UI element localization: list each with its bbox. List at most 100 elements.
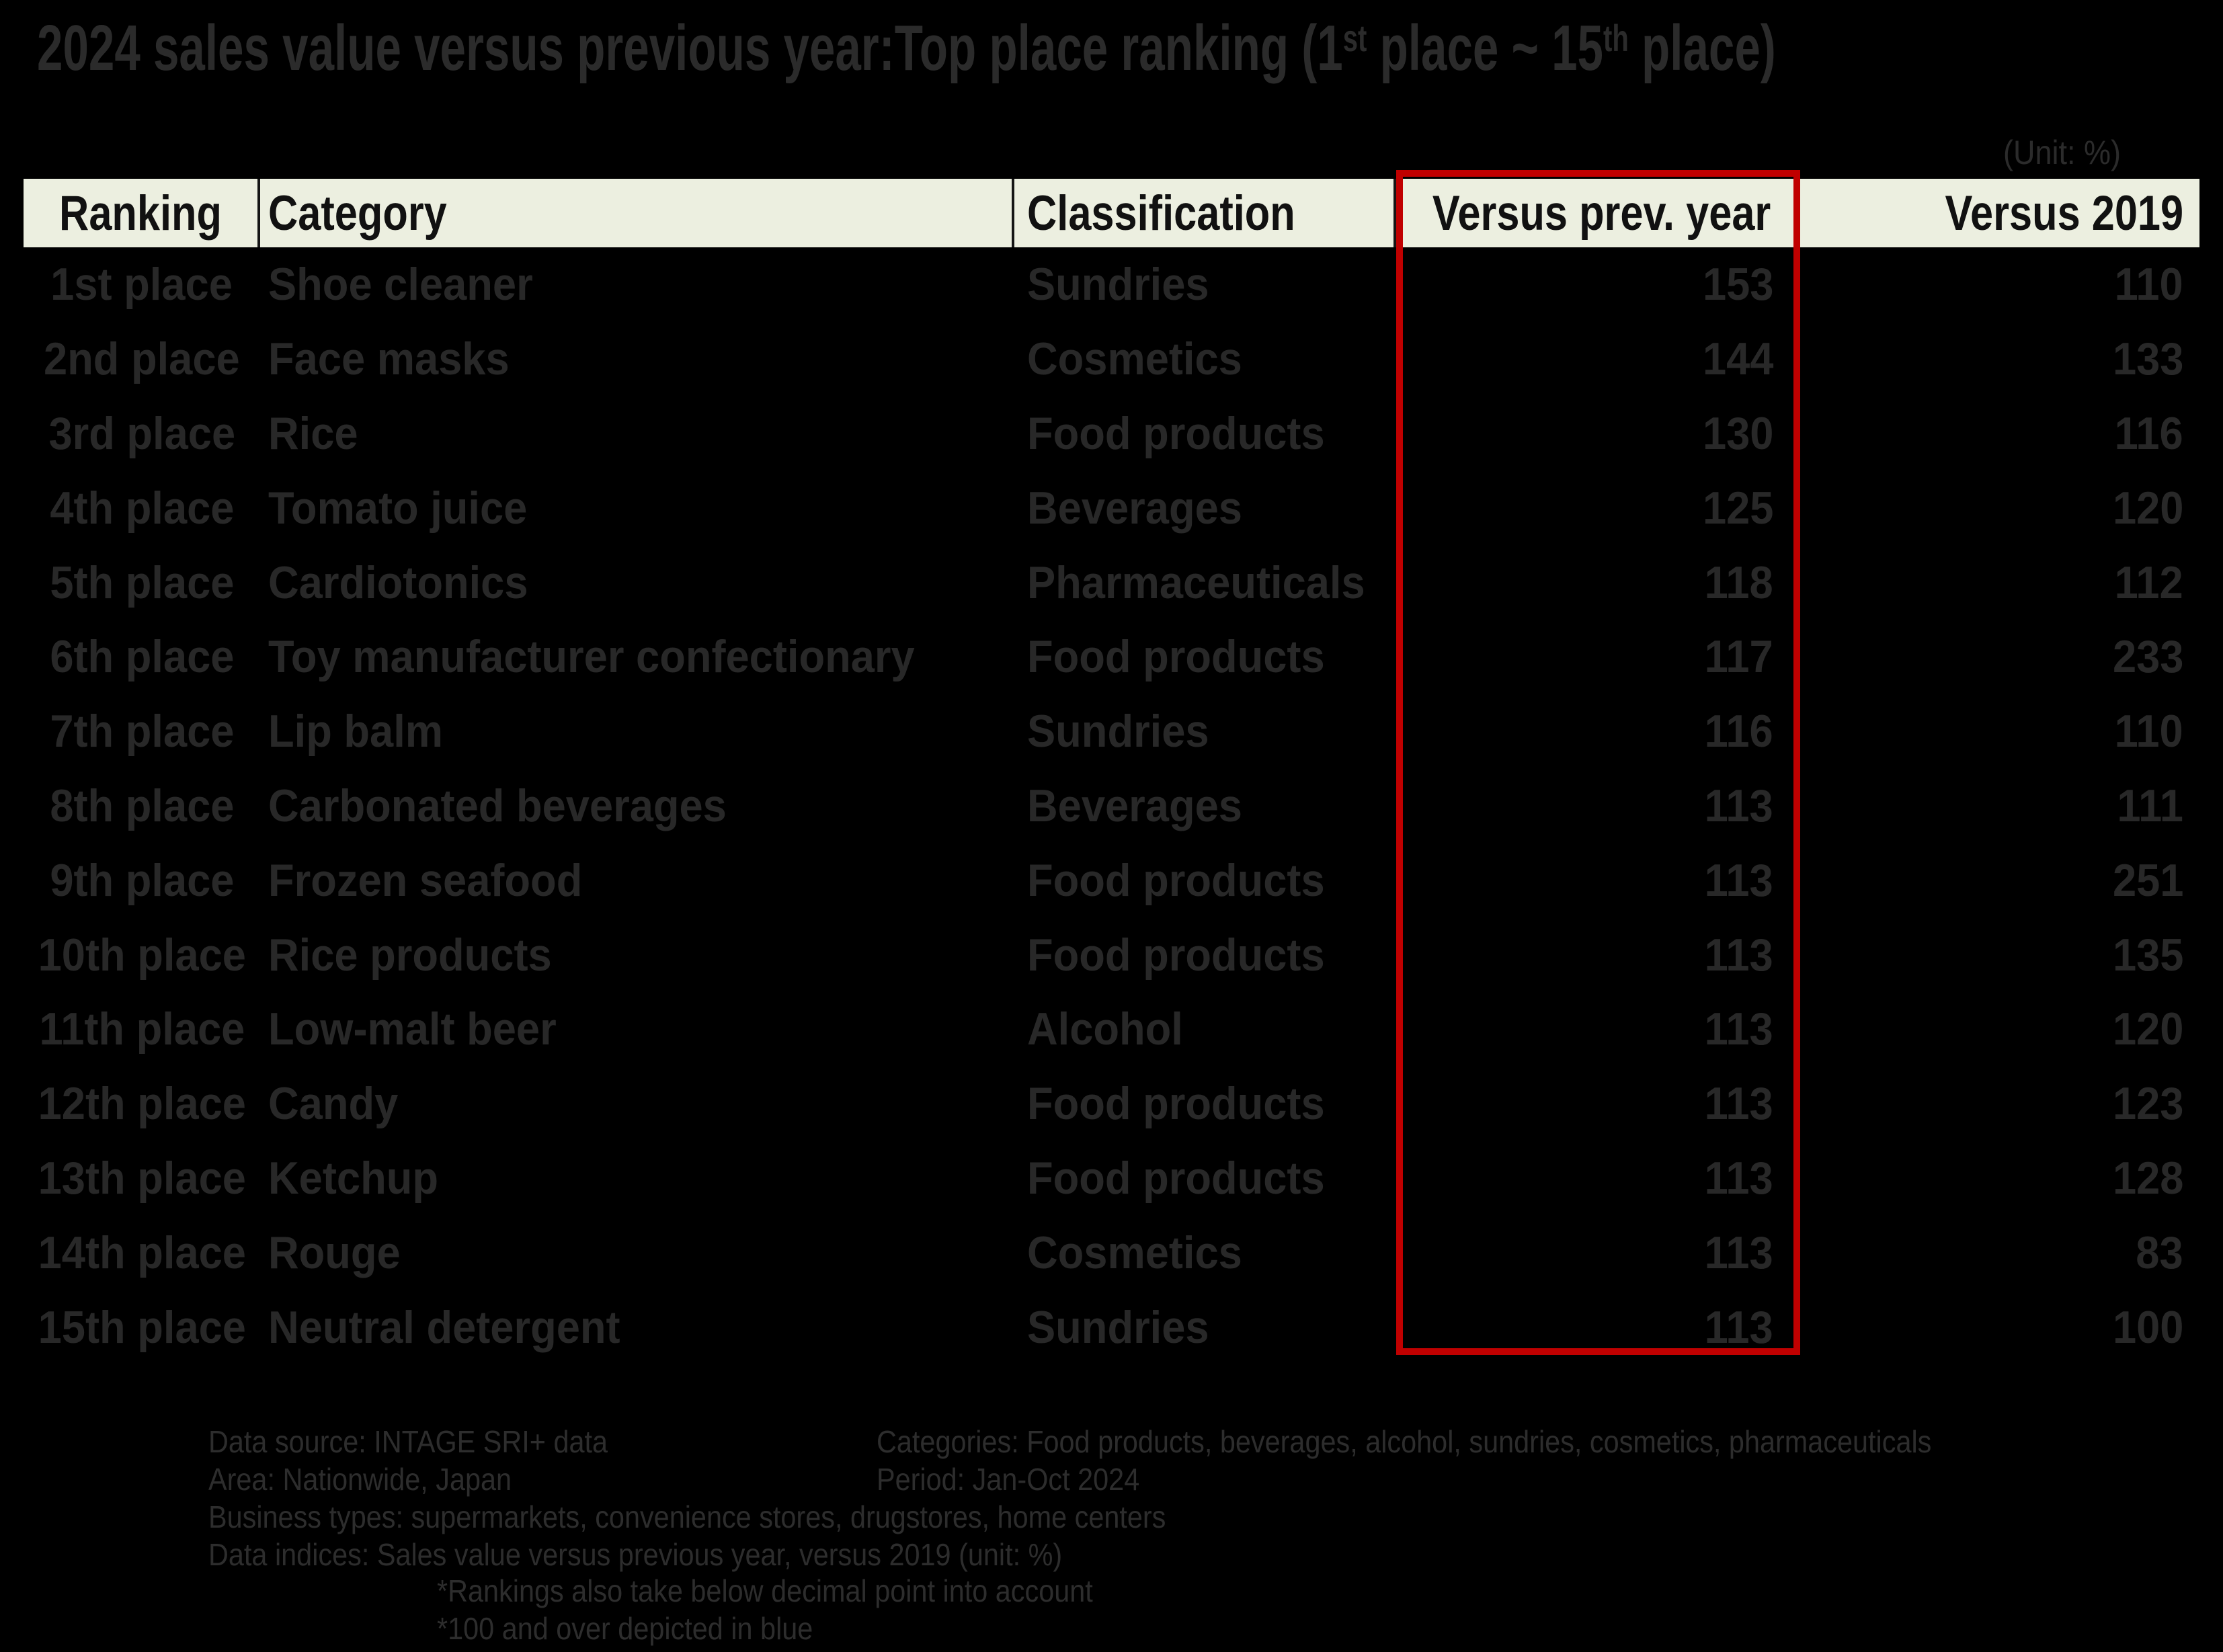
title-superscript-th: th	[1603, 17, 1629, 60]
cell-classification: Cosmetics	[1014, 322, 1396, 397]
cell-text: Toy manufacturer confectionary	[268, 631, 915, 683]
cell-versus-prev-year: 113	[1396, 1290, 1800, 1364]
ranking-table: Ranking Category Classification Versus p…	[24, 179, 2199, 1364]
page-title: 2024 sales value versus previous year:To…	[37, 12, 1776, 84]
cell-text: 125	[1702, 482, 1773, 534]
cell-category: Rice products	[260, 917, 1014, 992]
cell-text: 6th place	[49, 631, 235, 683]
table-body: 1st place Shoe cleaner Sundries 153 110 2nd p…	[24, 247, 2199, 1364]
header-text: Ranking	[59, 185, 222, 241]
table-header-row: Ranking Category Classification Versus p…	[24, 179, 2199, 247]
cell-category: Frozen seafood	[260, 843, 1014, 917]
table-row: 14th place Rouge Cosmetics 113 83	[24, 1215, 2199, 1290]
table-row: 15th place Neutral detergent Sundries 113 10…	[24, 1290, 2199, 1364]
cell-classification: Pharmaceuticals	[1014, 545, 1396, 620]
cell-versus-prev-year: 116	[1396, 694, 1800, 769]
cell-text: 12th place	[38, 1078, 246, 1130]
cell-text: 120	[2112, 482, 2183, 534]
cell-text: 2nd place	[44, 333, 240, 385]
cell-category: Low-malt beer	[260, 992, 1014, 1067]
cell-versus-prev-year: 113	[1396, 769, 1800, 843]
header-classification: Classification	[1014, 179, 1396, 247]
cell-versus-2019: 120	[1800, 470, 2199, 545]
cell-text: 8th place	[49, 780, 235, 831]
cell-ranking: 3rd place	[24, 397, 260, 471]
cell-text: Frozen seafood	[268, 854, 583, 906]
cell-classification: Sundries	[1014, 247, 1396, 322]
cell-versus-prev-year: 113	[1396, 1215, 1800, 1290]
cell-category: Rice	[260, 397, 1014, 471]
cell-category: Tomato juice	[260, 470, 1014, 545]
cell-ranking: 5th place	[24, 545, 260, 620]
cell-text: Beverages	[1027, 482, 1242, 534]
cell-text: Food products	[1027, 929, 1325, 981]
footnote-rankings-note: *Rankings also take below decimal point …	[437, 1573, 1166, 1609]
cell-ranking: 7th place	[24, 694, 260, 769]
table-row: 3rd place Rice Food products 130 116	[24, 397, 2199, 471]
cell-category: Face masks	[260, 322, 1014, 397]
footnote-text: *100 and over depicted in blue	[437, 1611, 813, 1646]
cell-text: Sundries	[1027, 706, 1209, 757]
cell-text: 113	[1704, 1003, 1773, 1055]
cell-versus-2019: 110	[1800, 247, 2199, 322]
cell-category: Lip balm	[260, 694, 1014, 769]
cell-versus-prev-year: 113	[1396, 992, 1800, 1067]
header-text: Versus 2019	[1945, 185, 2183, 241]
footnote-text: Area: Nationwide, Japan	[208, 1462, 512, 1497]
cell-text: 113	[1704, 1152, 1773, 1204]
cell-text: 9th place	[49, 854, 235, 906]
footnote-data-source: Data source: INTAGE SRI+ data	[208, 1424, 652, 1460]
cell-text: Food products	[1027, 631, 1325, 683]
cell-versus-2019: 116	[1800, 397, 2199, 471]
footnote-categories: Categories: Food products, beverages, al…	[877, 1424, 2049, 1460]
cell-text: 130	[1702, 407, 1773, 459]
cell-category: Cardiotonics	[260, 545, 1014, 620]
footnote-text: Categories: Food products, beverages, al…	[877, 1424, 1932, 1459]
cell-versus-prev-year: 113	[1396, 917, 1800, 992]
footnote-period: Period: Jan-Oct 2024	[877, 1462, 1169, 1497]
cell-category: Carbonated beverages	[260, 769, 1014, 843]
footnote-text: *Rankings also take below decimal point …	[437, 1573, 1093, 1608]
title-text: place)	[1628, 12, 1776, 84]
cell-text: 133	[2112, 333, 2183, 385]
table-row: 6th place Toy manufacturer confectionary F…	[24, 620, 2199, 694]
cell-versus-2019: 112	[1800, 545, 2199, 620]
cell-text: 10th place	[38, 929, 246, 981]
cell-versus-prev-year: 130	[1396, 397, 1800, 471]
cell-classification: Food products	[1014, 917, 1396, 992]
unit-note: (Unit: %)	[2003, 134, 2121, 171]
cell-ranking: 10th place	[24, 917, 260, 992]
cell-text: 11th place	[39, 1003, 245, 1055]
cell-text: Low-malt beer	[268, 1003, 557, 1055]
cell-category: Candy	[260, 1067, 1014, 1141]
cell-category: Neutral detergent	[260, 1290, 1014, 1364]
footnote-text: Data source: INTAGE SRI+ data	[208, 1424, 608, 1459]
footnote-data-indices: Data indices: Sales value versus previou…	[208, 1537, 1157, 1573]
cell-versus-prev-year: 117	[1396, 620, 1800, 694]
cell-text: Shoe cleaner	[268, 259, 533, 311]
cell-text: 123	[2112, 1078, 2183, 1130]
cell-classification: Sundries	[1014, 694, 1396, 769]
table-row: 5th place Cardiotonics Pharmaceuticals 118 1…	[24, 545, 2199, 620]
cell-versus-2019: 123	[1800, 1067, 2199, 1141]
cell-classification: Beverages	[1014, 470, 1396, 545]
cell-text: 4th place	[49, 482, 235, 534]
cell-text: Tomato juice	[268, 482, 528, 534]
cell-classification: Beverages	[1014, 769, 1396, 843]
cell-text: 112	[2114, 556, 2183, 608]
cell-text: 118	[1704, 556, 1773, 608]
cell-ranking: 2nd place	[24, 322, 260, 397]
cell-category: Shoe cleaner	[260, 247, 1014, 322]
cell-text: 113	[1704, 1227, 1773, 1278]
header-ranking: Ranking	[24, 179, 260, 247]
cell-versus-2019: 233	[1800, 620, 2199, 694]
header-versus-prev-year: Versus prev. year	[1396, 179, 1800, 247]
header-text: Versus prev. year	[1432, 185, 1771, 241]
cell-ranking: 9th place	[24, 843, 260, 917]
header-versus-2019: Versus 2019	[1800, 179, 2199, 247]
cell-text: Lip balm	[268, 706, 444, 757]
table-row: 12th place Candy Food products 113 123	[24, 1067, 2199, 1141]
cell-text: 144	[1702, 333, 1773, 385]
cell-text: 111	[2117, 780, 2183, 831]
cell-text: 113	[1704, 854, 1773, 906]
